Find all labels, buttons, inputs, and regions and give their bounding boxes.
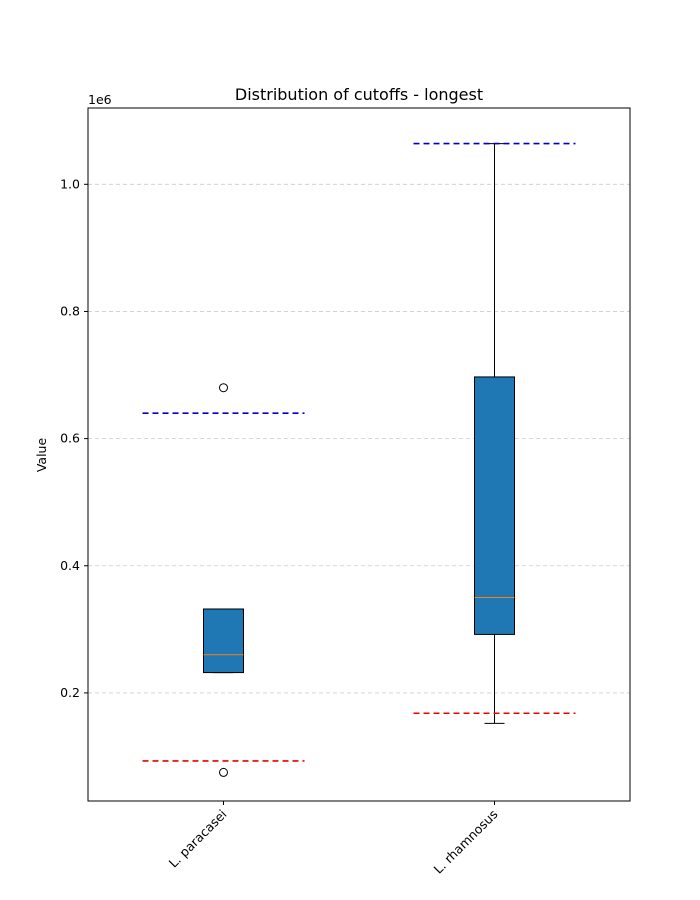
y-tick-label: 0.6 [60,431,80,446]
iqr-box [203,608,244,674]
marks-layer [142,142,576,777]
y-tick-label: 0.4 [60,558,80,573]
outlier-point [219,767,228,777]
iqr-box [474,376,515,635]
plot-frame [87,107,631,802]
y-tick-label: 1.0 [60,176,80,191]
y-axis-label: Value [34,438,49,473]
y-tick-label: 0.2 [60,685,80,700]
chart-title: Distribution of cutoffs - longest [235,85,483,104]
grid-layer [88,183,630,694]
outlier-point [219,383,228,393]
y-axis-offset-label: 1e6 [88,92,112,107]
y-tick-label: 0.8 [60,303,80,318]
